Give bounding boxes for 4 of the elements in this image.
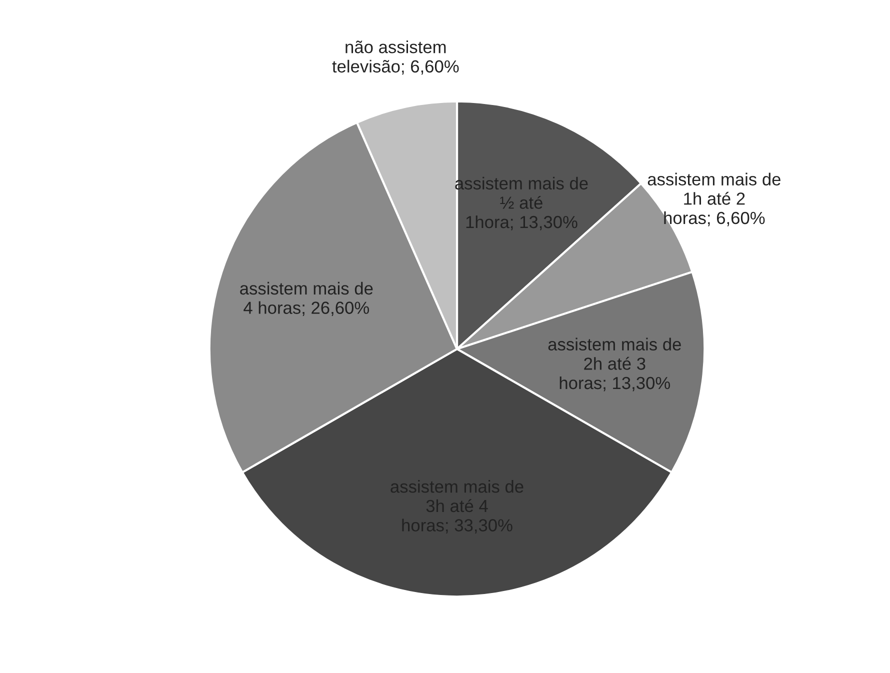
slice-label: não assistem televisão; 6,60% [332, 40, 459, 75]
slice-label: assistem mais de 1h até 2 horas; 6,60% [648, 172, 780, 226]
slice-label: assistem mais de 4 horas; 26,60% [240, 282, 373, 316]
slice-label: assistem mais de 2h até 3 horas; 13,30% [548, 338, 681, 392]
